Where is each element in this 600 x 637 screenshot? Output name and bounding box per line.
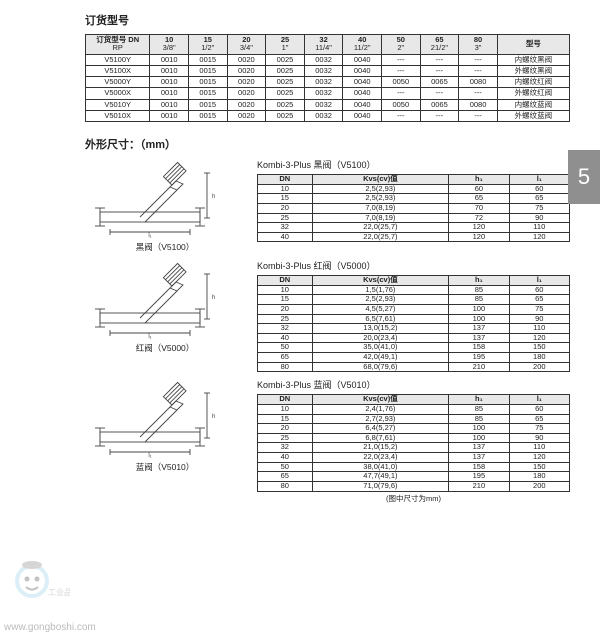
order-table: 订货型号 DNRP103/8"151/2"203/4"251"3211/4"40… [85,34,570,122]
dim-table-title: Kombi-3-Plus 黑阀（V5100） [257,158,570,171]
order-head-col: 502" [382,35,421,55]
table-row: 6542,0(49,1)195180 [258,353,570,363]
dim-table: DNKvs(cv)值h₁l₁101,5(1,76)8560152,5(2,93)… [257,275,570,372]
order-head-col: 4011/2" [343,35,382,55]
table-row: 204,5(5,27)10075 [258,304,570,314]
order-head-col: 203/4" [227,35,266,55]
order-head-col: 251" [266,35,305,55]
drawing-caption: 蓝阀（V5010） [85,461,245,473]
svg-text:工业品商城: 工业品商城 [48,587,70,597]
svg-text:l₁: l₁ [148,233,151,238]
table-row: 206,4(5,27)10075 [258,424,570,434]
dim-section: l₁ h₁ 蓝阀（V5010） Kombi-3-Plus 蓝阀（V5010） DNK… [85,378,570,503]
table-row: 102,4(1,76)8560 [258,404,570,414]
dim-table-title: Kombi-3-Plus 蓝阀（V5010） [257,378,570,391]
table-row: V5100X001000150020002500320040---------外… [86,65,570,76]
valve-diagram: l₁ h₁ [85,259,215,339]
table-row: 4022,0(25,7)120120 [258,232,570,242]
order-head-col: 3211/4" [304,35,343,55]
dim-footnote: (图中尺寸为mm) [257,493,570,504]
table-row: 3222,0(25,7)120110 [258,223,570,233]
dim-section: l₁ h₁ 红阀（V5000） Kombi-3-Plus 红阀（V5000） DNK… [85,259,570,372]
table-row: 152,5(2,93)8565 [258,295,570,305]
heading-dims: 外形尺寸：（mm） [85,136,570,152]
svg-text:h₁: h₁ [212,295,215,301]
order-head-col: 151/2" [188,35,227,55]
table-row: V5010X001000150020002500320040---------外… [86,110,570,121]
side-tab: 5 [568,150,600,204]
table-row: 8071,0(79,6)210200 [258,481,570,491]
table-row: 257,0(8,19)7290 [258,213,570,223]
table-row: 256,8(7,61)10090 [258,433,570,443]
table-row: 101,5(1,76)8560 [258,285,570,295]
svg-text:h₁: h₁ [212,194,215,200]
dim-table-title: Kombi-3-Plus 红阀（V5000） [257,259,570,272]
table-row: V5100Y001000150020002500320040---------内… [86,54,570,65]
table-row: V5000Y0010001500200025003200400050006500… [86,77,570,88]
table-row: 256,5(7,61)10090 [258,314,570,324]
dim-table: DNKvs(cv)值h₁l₁102,4(1,76)8560152,7(2,93)… [257,394,570,491]
table-row: 5038,0(41,0)158150 [258,462,570,472]
drawing-caption: 黑阀（V5100） [85,241,245,253]
valve-diagram: l₁ h₁ [85,158,215,238]
svg-text:l₁: l₁ [148,453,151,458]
dim-table: DNKvs(cv)值h₁l₁102,5(2,93)6060152,5(2,93)… [257,174,570,242]
order-head-col: 6521/2" [420,35,459,55]
table-row: 3213,0(15,2)137110 [258,324,570,334]
svg-text:h₁: h₁ [212,414,215,420]
table-row: 207,0(8,19)7075 [258,203,570,213]
drawing-caption: 红阀（V5000） [85,342,245,354]
order-head-col: 103/8" [150,35,189,55]
table-row: 5035,0(41,0)158150 [258,343,570,353]
svg-text:l₁: l₁ [148,334,151,339]
table-row: 4020,0(23,4)137120 [258,333,570,343]
table-row: 8068,0(79,6)210200 [258,362,570,372]
table-row: 3221,0(15,2)137110 [258,443,570,453]
table-row: 6547,7(49,1)195180 [258,472,570,482]
table-row: 102,5(2,93)6060 [258,184,570,194]
table-row: 4022,0(23,4)137120 [258,453,570,463]
valve-diagram: l₁ h₁ [85,378,215,458]
table-row: 152,7(2,93)8565 [258,414,570,424]
watermark-logo: 工业品商城 [10,557,70,607]
watermark-url: www.gongboshi.com [4,622,96,633]
table-row: 152,5(2,93)6565 [258,194,570,204]
order-head-col: 803" [459,35,498,55]
dim-section: l₁ h₁ 黑阀（V5100） Kombi-3-Plus 黑阀（V5100） DNK… [85,158,570,253]
order-head-last: 型号 [497,35,569,55]
order-head-first: 订货型号 DNRP [86,35,150,55]
heading-order: 订货型号 [85,12,570,28]
table-row: V5010Y0010001500200025003200400050006500… [86,99,570,110]
table-row: V5000X001000150020002500320040---------外… [86,88,570,99]
